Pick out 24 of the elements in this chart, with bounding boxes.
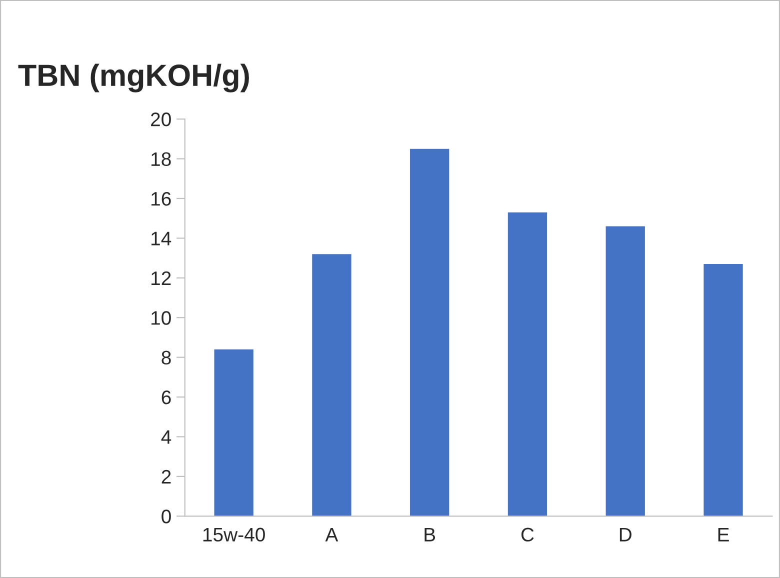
x-tick-label: 15w-40 — [203, 528, 265, 542]
chart-title: TBN (mgKOH/g) — [18, 64, 249, 92]
x-tick-label: D — [620, 528, 632, 542]
bar — [410, 148, 450, 516]
bar — [312, 254, 352, 516]
y-tick-label: 6 — [162, 390, 171, 404]
y-tick-label: 0 — [162, 510, 171, 524]
y-tick-label: 12 — [152, 271, 171, 285]
y-tick-label: 10 — [152, 311, 171, 325]
y-tick-label: 4 — [161, 430, 172, 444]
y-tick-label: 16 — [152, 192, 171, 206]
x-tick-label: A — [325, 528, 338, 542]
bar — [704, 264, 743, 516]
y-tick-label: 8 — [162, 350, 171, 365]
bar — [508, 212, 548, 516]
y-tick-label: 14 — [152, 232, 172, 246]
bar — [606, 226, 645, 516]
y-tick-label: 2 — [162, 470, 171, 484]
x-tick-label: C — [521, 528, 534, 542]
y-tick-label: 18 — [152, 152, 171, 166]
bar — [214, 349, 254, 516]
y-tick-label: 20 — [151, 112, 171, 126]
x-tick-label: E — [718, 528, 729, 542]
x-tick-label: B — [424, 528, 436, 542]
